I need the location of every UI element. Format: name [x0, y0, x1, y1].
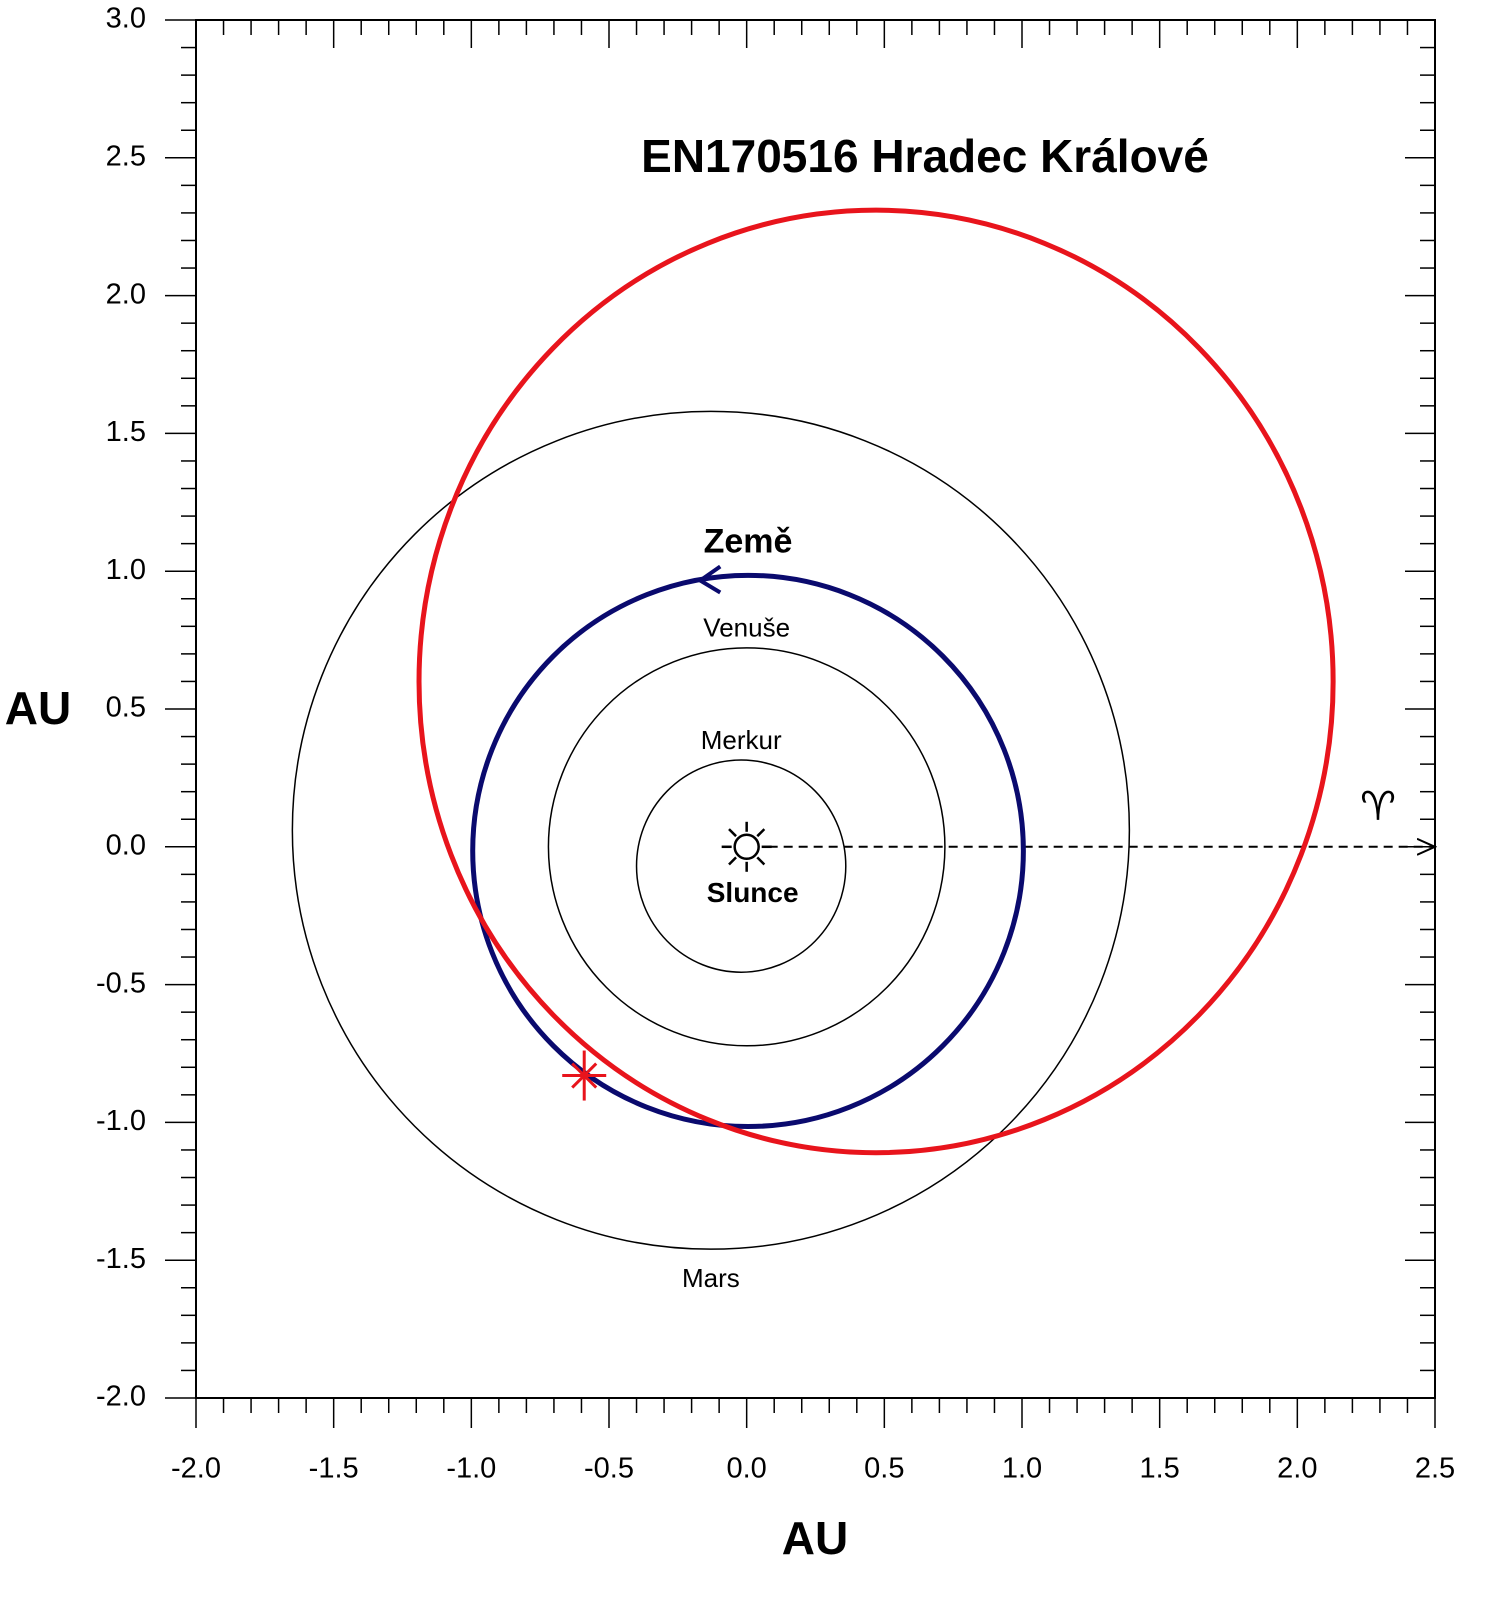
y-tick-label: 2.5 — [106, 140, 146, 172]
x-tick-label: 1.0 — [1002, 1453, 1042, 1485]
plot-frame — [195, 19, 1436, 1399]
x-tick-label: 0.5 — [864, 1453, 904, 1485]
x-tick-label: -2.0 — [171, 1453, 221, 1485]
sun-ray — [728, 828, 737, 838]
orbit — [547, 647, 946, 1047]
orbit-label: Venuše — [703, 613, 790, 643]
y-tick-label: 0.0 — [106, 829, 146, 861]
y-tick-label: -1.0 — [96, 1105, 146, 1137]
fireball-orbit — [416, 207, 1336, 1156]
y-tick-label: -2.0 — [96, 1381, 146, 1413]
sun — [733, 833, 760, 861]
orbit — [635, 759, 847, 973]
x-tick-label: 2.0 — [1277, 1453, 1317, 1485]
equinox-symbol: ♈ — [1360, 784, 1396, 830]
y-tick-label: 3.0 — [106, 3, 146, 35]
orbit-label: Merkur — [701, 725, 782, 755]
sun-ray — [756, 828, 766, 838]
x-tick-label: 0.0 — [727, 1453, 767, 1485]
x-tick-label: 1.5 — [1140, 1453, 1180, 1485]
y-tick-label: -1.5 — [96, 1243, 146, 1275]
orbit-label: Země — [704, 522, 793, 560]
x-tick-label: 2.5 — [1415, 1453, 1455, 1485]
direction-arrow — [696, 564, 722, 595]
y-axis-label: AU — [5, 682, 71, 734]
orbit — [470, 572, 1026, 1130]
x-tick-label: -1.5 — [309, 1453, 359, 1485]
impact — [562, 1050, 607, 1101]
x-tick-label: -0.5 — [584, 1453, 634, 1485]
x-tick-label: -1.0 — [446, 1453, 496, 1485]
y-tick-label: -0.5 — [96, 967, 146, 999]
y-tick-label: 1.5 — [106, 416, 146, 448]
y-tick-label: 2.0 — [106, 278, 146, 310]
y-tick-label: 1.0 — [106, 554, 146, 586]
y-tick-label: 0.5 — [106, 692, 146, 724]
x-axis-label: AU — [782, 1512, 848, 1564]
orbit — [291, 410, 1131, 1250]
impact-ray — [571, 1062, 598, 1089]
chart-title: EN170516 Hradec Králové — [641, 130, 1209, 182]
sun-ray — [728, 856, 737, 866]
sun-ray — [756, 856, 766, 866]
orbit-label: Mars — [682, 1263, 740, 1293]
center-label: Slunce — [707, 877, 799, 908]
